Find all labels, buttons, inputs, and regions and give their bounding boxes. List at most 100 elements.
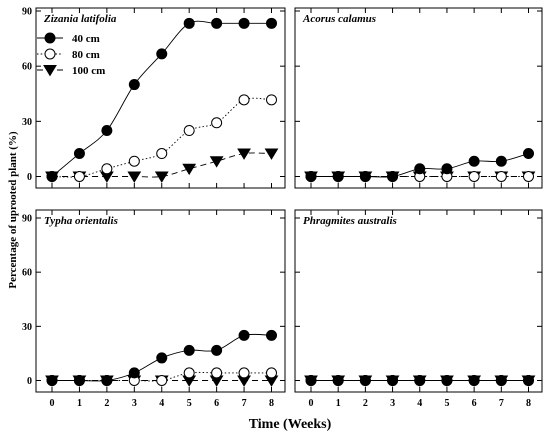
y-axis-title: Percentage of uprooted plant (%) [7,131,19,289]
data-point-80-cm [211,117,223,129]
x-tick-label: 3 [390,398,395,409]
data-point-80-cm [156,148,168,160]
data-point-40-cm [359,375,371,386]
series-line-80-cm [51,97,272,178]
y-tick-label: 60 [22,268,32,279]
x-tick-label: 3 [132,398,137,409]
y-tick-label: 90 [22,214,32,225]
legend-label: 80 cm [72,49,100,61]
legend-marker [44,32,56,44]
data-point-80-cm [156,375,168,386]
data-point-40-cm [387,171,399,182]
data-point-40-cm [441,163,453,175]
y-tick-label: 0 [27,172,32,183]
data-point-40-cm [238,17,250,29]
data-point-40-cm [468,375,480,386]
panel-title: Typha orientalis [44,215,118,227]
data-point-40-cm [101,125,113,137]
panel-title: Phragmites australis [303,215,397,227]
legend: 40 cm 80 cm 100 cm [37,32,105,77]
data-point-40-cm [238,329,250,341]
data-point-40-cm [156,352,168,364]
data-point-40-cm [211,344,223,356]
data-point-80-cm [128,155,140,167]
x-tick-label: 8 [269,398,274,409]
data-point-100-cm [127,171,142,183]
panel-acorus-calamus: Acorus calamus [294,7,543,189]
data-point-40-cm [305,171,317,182]
data-point-80-cm [238,94,250,106]
data-point-80-cm [495,171,507,182]
data-point-40-cm [183,17,195,29]
panel-title: Acorus calamus [302,13,376,25]
data-point-80-cm [183,125,195,137]
data-point-40-cm [46,171,58,182]
data-point-40-cm [359,171,371,182]
x-tick-label: 1 [336,398,341,409]
data-point-80-cm [266,94,277,106]
y-tick-label: 30 [22,117,32,128]
data-point-40-cm [46,375,58,386]
data-point-40-cm [495,155,507,167]
data-point-40-cm [305,375,317,386]
legend-item-40-cm: 40 cm [37,32,100,45]
data-point-40-cm [523,375,534,386]
data-point-40-cm [495,375,507,386]
panel-title: Zizania latifolia [43,13,117,25]
legend-label: 40 cm [72,33,100,45]
data-point-80-cm [468,171,480,182]
data-point-80-cm [183,367,195,379]
data-point-40-cm [468,155,480,167]
panel-frame [35,7,286,189]
x-tick-label: 4 [417,398,422,409]
data-point-40-cm [73,375,85,386]
data-point-100-cm [154,171,169,183]
legend-label: 100 cm [72,65,105,77]
data-point-40-cm [332,171,344,182]
x-tick-label: 5 [187,398,192,409]
data-point-40-cm [441,375,453,386]
data-point-40-cm [183,344,195,356]
x-tick-label: 4 [159,398,164,409]
y-tick-label: 0 [27,376,32,387]
data-point-40-cm [266,329,277,341]
series-line-80-cm [52,371,272,382]
y-tick-label: 90 [22,7,32,18]
data-point-40-cm [128,79,140,91]
data-point-100-cm [264,148,279,160]
data-point-40-cm [387,375,399,386]
x-tick-label: 0 [50,398,55,409]
panel-frame [35,209,286,393]
data-point-40-cm [156,48,168,60]
x-tick-label: 7 [242,398,247,409]
data-point-40-cm [414,375,426,386]
data-point-100-cm [237,148,251,160]
panel-phragmites-australis: Phragmites australis 0 1 2 3 4 5 6 7 8 [294,209,543,409]
series-line-100-cm [52,152,272,178]
y-tick-label: 30 [22,322,32,333]
data-point-40-cm [332,375,344,386]
data-point-40-cm [414,163,426,175]
data-point-40-cm [101,375,113,386]
x-tick-label: 2 [104,398,109,409]
data-point-80-cm [238,367,250,379]
panel-frame [294,7,543,189]
data-point-40-cm [266,17,277,29]
data-point-40-cm [211,17,223,29]
panel-frame [294,209,543,393]
legend-item-100-cm: 100 cm [37,65,105,77]
x-tick-label: 8 [526,398,531,409]
data-point-40-cm [128,367,140,379]
data-point-80-cm [101,163,113,175]
panel-zizania-latifolia: Zizania latifolia 0 30 60 90 [22,7,286,189]
data-point-100-cm [209,156,224,168]
x-tick-label: 6 [214,398,219,409]
x-axis-title: Time (Weeks) [249,417,332,432]
legend-marker [43,65,57,77]
data-point-40-cm [73,148,85,160]
panel-typha-orientalis: Typha orientalis 0 30 60 90 0 1 2 3 4 5 6 7 8 [22,209,286,409]
x-tick-label: 7 [499,398,504,409]
x-tick-label: 2 [363,398,368,409]
